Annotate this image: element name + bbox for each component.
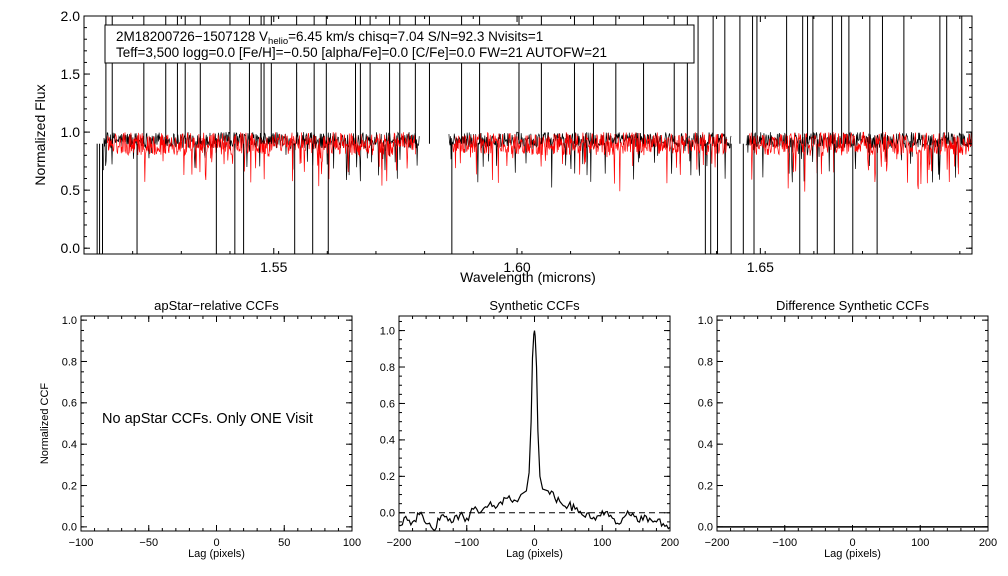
panel-title: Synthetic CCFs	[489, 298, 580, 313]
y-tick-label: 0.6	[62, 398, 77, 410]
y-tick-label: 0.6	[380, 398, 395, 410]
no-ccf-annotation: No apStar CCFs. Only ONE Visit	[102, 411, 313, 427]
plot-frame	[716, 315, 989, 532]
x-tick-label: −100	[772, 537, 797, 549]
info-parameters: Teff=3,500 logg=0.0 [Fe/H]=−0.50 [alpha/…	[116, 45, 607, 60]
y-tick-label: 1.0	[698, 315, 713, 327]
x-tick-label: 100	[343, 537, 361, 549]
y-tick-label: 0.0	[61, 240, 81, 256]
y-tick-label: 0.2	[698, 480, 713, 492]
panel-title: Difference Synthetic CCFs	[776, 298, 929, 313]
x-tick-label: 1.55	[260, 259, 287, 275]
x-tick-label: 0	[213, 537, 219, 549]
panel-title: apStar−relative CCFs	[154, 298, 279, 313]
x-tick-label: 100	[911, 537, 929, 549]
y-tick-label: 0.8	[698, 356, 713, 368]
y-tick-label: 0.0	[698, 522, 713, 534]
y-tick-label: 0.2	[380, 471, 395, 483]
info-vhelio-value: =6.45 km/s	[288, 29, 358, 44]
x-tick-label: 50	[278, 537, 290, 549]
y-tick-label: 0.8	[62, 356, 77, 368]
difference-ccf-panel: −200 −100 0 100 200 0.0 0.2 0.4 0.6 0.8 1.0 Differe…	[698, 298, 997, 560]
x-tick-label: −100	[454, 537, 479, 549]
y-tick-label: 0.6	[698, 398, 713, 410]
y-tick-label: 0.0	[62, 522, 77, 534]
y-tick-label: 0.4	[380, 435, 395, 447]
plot-frame	[398, 315, 671, 532]
y-tick-label: 0.2	[62, 480, 77, 492]
y-tick-label: 0.0	[380, 508, 395, 520]
plot-frame	[83, 15, 973, 255]
x-axis-label: Wavelength (microns)	[460, 269, 596, 285]
info-line-1: 2M18200726−1507128 Vhelio=6.45 km/s chis…	[116, 29, 543, 47]
x-axis-label: Lag (pixels)	[506, 548, 563, 560]
info-vhelio-prefix: V	[259, 29, 268, 44]
x-tick-label: 0	[531, 537, 537, 549]
x-axis-label: Lag (pixels)	[824, 548, 881, 560]
spectrum-panel: 1.55 1.60 1.65 0.0 0.5 1.0 1.5 2.0 Wavelength (m…	[32, 8, 973, 285]
x-tick-label: 0	[849, 537, 855, 549]
y-tick-label: 0.4	[62, 439, 77, 451]
x-axis-label: Lag (pixels)	[188, 548, 245, 560]
x-tick-label: −100	[69, 537, 94, 549]
y-tick-label: 1.0	[61, 124, 81, 140]
info-star-name: 2M18200726−1507128	[116, 29, 259, 44]
info-vhelio-sub: helio	[268, 36, 288, 47]
x-tick-label: 1.65	[747, 259, 774, 275]
x-tick-label: 200	[661, 537, 679, 549]
y-tick-label: 0.5	[61, 182, 81, 198]
info-snr: S/N=92.3	[428, 29, 488, 44]
y-tick-label: 1.0	[380, 325, 395, 337]
y-axis-label: Normalized CCF	[39, 383, 51, 465]
ccf-line	[398, 330, 671, 532]
x-tick-label: 100	[593, 537, 611, 549]
y-tick-label: 0.4	[698, 439, 713, 451]
y-axis-label: Normalized Flux	[32, 84, 48, 185]
synthetic-ccf-panel: −200 −100 0 100 200 0.0 0.2 0.4 0.6 0.8 1.0 Synthet…	[380, 298, 679, 560]
x-tick-label: 1.60	[503, 259, 530, 275]
apstar-ccf-panel: −100 −50 0 50 100 0.0 0.2 0.4 0.6 0.8 1.0 apStar−re…	[39, 298, 361, 560]
y-tick-label: 1.5	[61, 66, 81, 82]
y-tick-label: 2.0	[61, 8, 81, 24]
y-tick-label: 1.0	[62, 315, 77, 327]
info-box	[104, 24, 695, 64]
info-chisq: chisq=7.04	[358, 29, 427, 44]
x-tick-label: −50	[139, 537, 158, 549]
info-nvisits: Nvisits=1	[488, 29, 543, 44]
y-tick-label: 0.8	[380, 362, 395, 374]
x-tick-label: −200	[387, 537, 412, 549]
x-tick-label: 200	[979, 537, 997, 549]
x-tick-label: −200	[705, 537, 730, 549]
